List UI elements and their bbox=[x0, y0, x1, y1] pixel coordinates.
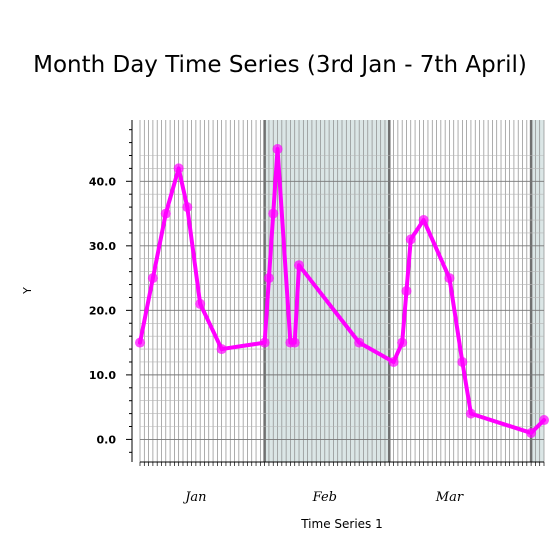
month-label: Mar bbox=[435, 490, 464, 505]
data-point bbox=[401, 286, 412, 296]
data-point bbox=[526, 427, 537, 438]
data-point bbox=[268, 208, 279, 219]
month-label: Jan bbox=[182, 490, 206, 505]
data-point bbox=[173, 163, 184, 174]
data-point bbox=[294, 260, 305, 271]
data-point bbox=[405, 234, 416, 245]
data-point bbox=[272, 144, 283, 155]
y-tick-label: 30.0 bbox=[89, 240, 116, 253]
data-point bbox=[457, 356, 468, 367]
y-tick-label: 10.0 bbox=[89, 369, 116, 382]
y-tick-label: 0.0 bbox=[97, 433, 117, 446]
data-point bbox=[418, 215, 429, 226]
data-point bbox=[444, 273, 455, 284]
data-point bbox=[289, 337, 300, 348]
month-label: Feb bbox=[312, 490, 337, 505]
data-point bbox=[135, 337, 145, 348]
shaded-band-0 bbox=[264, 120, 390, 462]
chart-title: Month Day Time Series (3rd Jan - 7th Apr… bbox=[33, 52, 527, 78]
data-point bbox=[263, 273, 274, 284]
data-point bbox=[160, 208, 171, 219]
data-point bbox=[259, 337, 270, 348]
y-tick-label: 40.0 bbox=[89, 175, 116, 188]
data-point bbox=[182, 202, 193, 213]
data-point bbox=[465, 408, 476, 419]
data-point bbox=[216, 344, 227, 355]
y-tick-label: 20.0 bbox=[89, 304, 116, 317]
data-point bbox=[388, 356, 399, 367]
data-point bbox=[397, 337, 408, 348]
x-axis-label: Time Series 1 bbox=[301, 517, 383, 531]
shaded-band-1 bbox=[531, 120, 544, 462]
data-point bbox=[195, 298, 206, 309]
data-point bbox=[147, 273, 158, 284]
data-point bbox=[539, 415, 549, 426]
data-point bbox=[354, 337, 365, 348]
y-axis-label: Y bbox=[20, 287, 34, 294]
